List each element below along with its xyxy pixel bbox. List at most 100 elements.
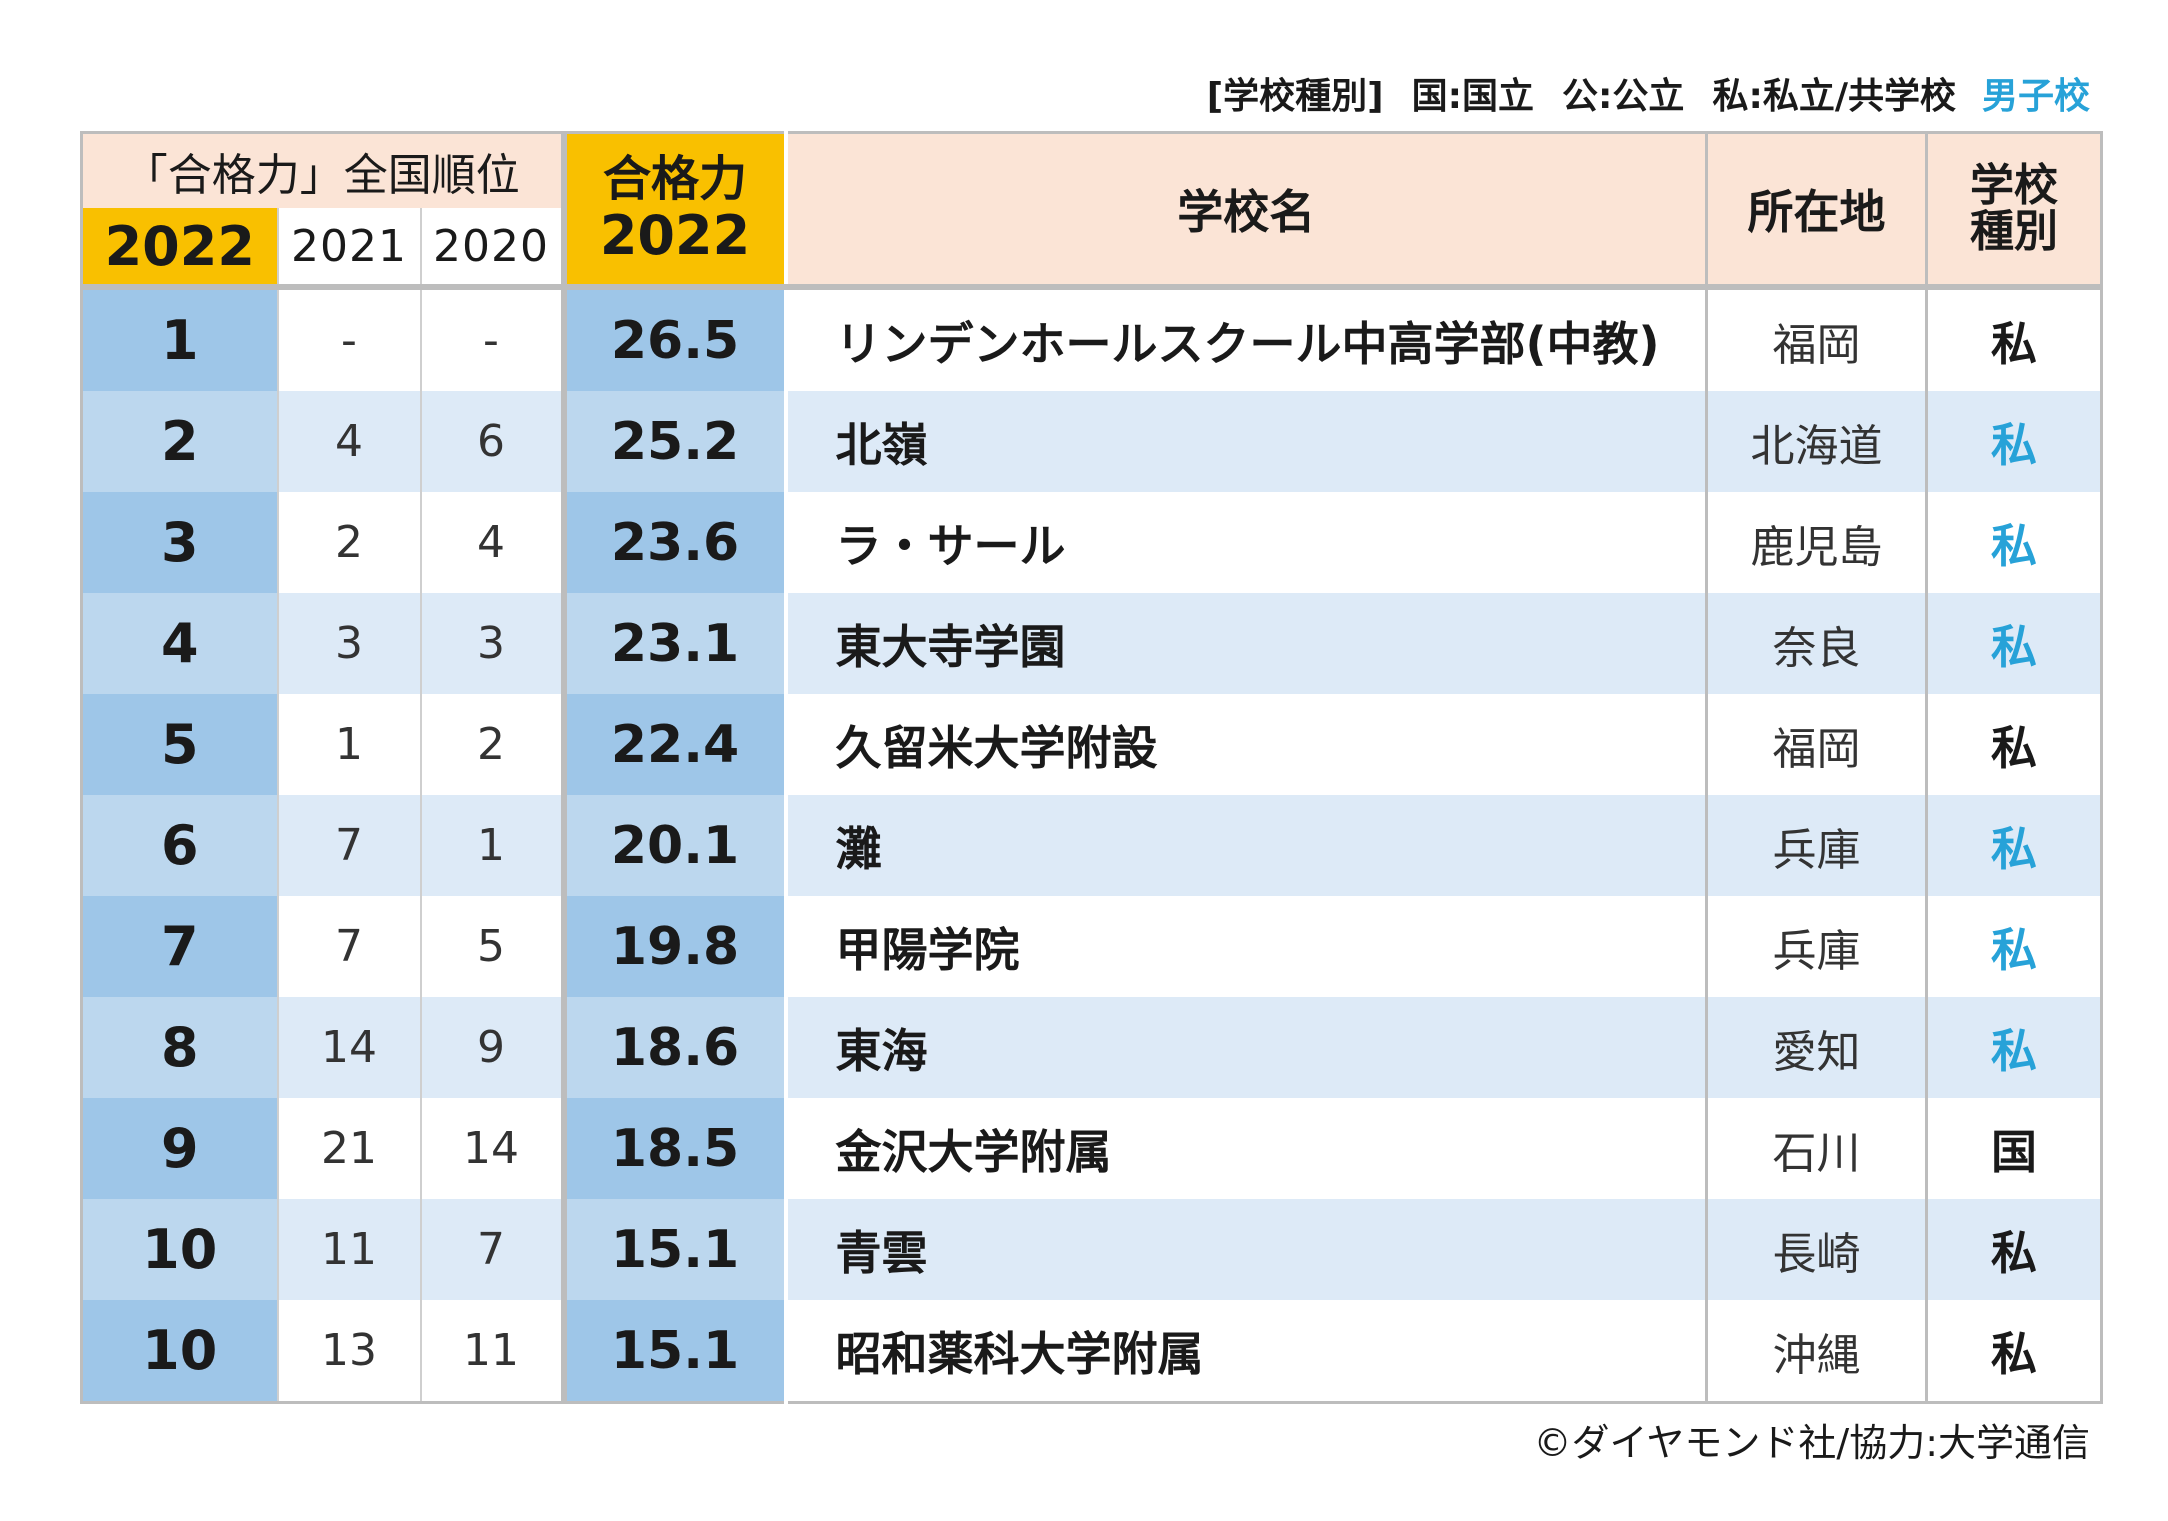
rank-2020-cell: 11 (419, 1300, 564, 1403)
school-type-cell: 私 (1925, 1199, 2102, 1300)
location-cell: 沖縄 (1705, 1300, 1927, 1403)
rank-2021-cell: 2 (276, 492, 421, 593)
school-name-cell: 青雲 (783, 1199, 1707, 1300)
legend-prefix: [学校種別] (1206, 76, 1384, 117)
table-row: 1- -26.5 リンデンホールスクール中高学部(中教) 福岡私 (81, 284, 2102, 391)
score-cell: 26.5 (560, 284, 786, 391)
school-type-cell: 私 (1925, 795, 2102, 896)
rank-2022-cell: 3 (81, 492, 278, 593)
table-row: 5 1 2 22.4 久留米大学附設 福岡私 (81, 694, 2102, 795)
ranking-table: 「合格力」全国順位 合格力 2022 学校名 所在地 学校 種別 2022 20… (80, 131, 2103, 1404)
location-cell: 福岡 (1705, 284, 1927, 391)
score-cell: 20.1 (560, 795, 786, 896)
score-cell: 18.5 (560, 1098, 786, 1199)
school-name-cell: ラ・サール (783, 492, 1707, 593)
rank-2022-header: 2022 (81, 208, 278, 287)
rank-2020-cell: 9 (419, 997, 564, 1098)
rank-2020-cell: 2 (419, 694, 564, 795)
rank-2022-cell: 10 (81, 1199, 278, 1300)
rank-2021-cell: 4 (276, 391, 421, 492)
rank-2021-cell: 14 (276, 997, 421, 1098)
school-name-cell: 昭和薬科大学附属 (783, 1300, 1707, 1403)
rank-2021-cell: 11 (276, 1199, 421, 1300)
school-name-cell: 北嶺 (783, 391, 1707, 492)
rank-2020-cell: 1 (419, 795, 564, 896)
table-row: 6 7 1 20.1 灘兵庫私 (81, 795, 2102, 896)
school-name-cell: 金沢大学附属 (783, 1098, 1707, 1199)
score-cell: 18.6 (560, 997, 786, 1098)
rank-2022-cell: 7 (81, 896, 278, 997)
legend-boys-school: 男子校 (1981, 76, 2090, 117)
location-cell: 鹿児島 (1705, 492, 1927, 593)
rank-2020-cell: - (419, 284, 564, 391)
rank-2021-cell: 3 (276, 593, 421, 694)
score-cell: 23.6 (560, 492, 786, 593)
rank-2020-cell: 3 (419, 593, 564, 694)
school-name-cell: リンデンホールスクール中高学部(中教) (783, 284, 1707, 391)
school-name-cell: 甲陽学院 (783, 896, 1707, 997)
location-cell: 石川 (1705, 1098, 1927, 1199)
table-row: 8 14 9 18.6 東海 愛知私 (81, 997, 2102, 1098)
score-cell: 22.4 (560, 694, 786, 795)
school-type-header: 学校 種別 (1925, 132, 2102, 287)
school-type-cell: 国 (1925, 1098, 2102, 1199)
school-name-header: 学校名 (783, 132, 1707, 287)
rank-2021-header: 2021 (276, 208, 421, 287)
table-row: 4 3 3 23.1 東大寺学園 奈良私 (81, 593, 2102, 694)
school-type-header-line2: 種別 (1970, 206, 2058, 257)
copyright-credit: ©ダイヤモンド社/協力:大学通信 (1533, 1421, 2090, 1465)
school-name-cell: 灘 (783, 795, 1707, 896)
school-type-legend: [学校種別] 国:国立 公:公立 私:私立/共学校 男子校 (1207, 68, 2090, 118)
school-type-header-line1: 学校 (1970, 159, 2058, 211)
legend-shiritsu: 私:私立/共学校 (1712, 76, 1956, 117)
location-cell: 福岡 (1705, 694, 1927, 795)
school-type-cell: 私 (1925, 1300, 2102, 1403)
location-cell: 兵庫 (1705, 896, 1927, 997)
rank-2021-cell: - (276, 284, 421, 391)
school-type-cell: 私 (1925, 284, 2102, 391)
rank-2020-header: 2020 (419, 208, 564, 287)
rank-2021-cell: 1 (276, 694, 421, 795)
rank-2020-cell: 14 (419, 1098, 564, 1199)
legend-kouritsu: 公:公立 (1562, 76, 1685, 117)
school-type-cell: 私 (1925, 593, 2102, 694)
rank-2022-cell: 10 (81, 1300, 278, 1403)
location-cell: 北海道 (1705, 391, 1927, 492)
school-name-cell: 東海 (783, 997, 1707, 1098)
location-cell: 長崎 (1705, 1199, 1927, 1300)
location-cell: 愛知 (1705, 997, 1927, 1098)
table-row: 10 11 7 15.1 青雲 長崎私 (81, 1199, 2102, 1300)
rank-2022-cell: 4 (81, 593, 278, 694)
score-cell: 15.1 (560, 1199, 786, 1300)
table-row: 3 2 4 23.6 ラ・サール 鹿児島私 (81, 492, 2102, 593)
location-cell: 兵庫 (1705, 795, 1927, 896)
school-type-cell: 私 (1925, 997, 2102, 1098)
school-type-cell: 私 (1925, 694, 2102, 795)
school-type-cell: 私 (1925, 391, 2102, 492)
school-type-cell: 私 (1925, 896, 2102, 997)
table-row: 10 13 11 15.1 昭和薬科大学附属 沖縄私 (81, 1300, 2102, 1403)
rank-2021-cell: 7 (276, 795, 421, 896)
rank-2022-cell: 6 (81, 795, 278, 896)
rank-2022-cell: 8 (81, 997, 278, 1098)
school-name-cell: 久留米大学附設 (783, 694, 1707, 795)
rank-2020-cell: 5 (419, 896, 564, 997)
legend-kokuritsu: 国:国立 (1411, 76, 1535, 117)
school-name-cell: 東大寺学園 (783, 593, 1707, 694)
rank-2022-cell: 1 (81, 284, 278, 391)
score-cell: 15.1 (560, 1300, 786, 1403)
score-header: 合格力 2022 (560, 132, 786, 287)
table-row: 2 4 6 25.2 北嶺 北海道私 (81, 391, 2102, 492)
rank-2021-cell: 7 (276, 896, 421, 997)
rank-2020-cell: 6 (419, 391, 564, 492)
rank-2022-cell: 9 (81, 1098, 278, 1199)
score-cell: 23.1 (560, 593, 786, 694)
table-row: 9 21 14 18.5 金沢大学附属 石川国 (81, 1098, 2102, 1199)
rank-2021-cell: 13 (276, 1300, 421, 1403)
score-cell: 19.8 (560, 896, 786, 997)
score-cell: 25.2 (560, 391, 786, 492)
rank-2022-cell: 5 (81, 694, 278, 795)
location-header: 所在地 (1705, 132, 1927, 287)
rank-2020-cell: 4 (419, 492, 564, 593)
score-header-title: 合格力 (602, 150, 747, 207)
